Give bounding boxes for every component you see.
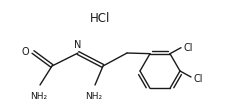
Text: Cl: Cl [184, 42, 194, 52]
Text: NH₂: NH₂ [30, 91, 47, 100]
Text: Cl: Cl [194, 73, 203, 83]
Text: NH₂: NH₂ [86, 91, 103, 100]
Text: N: N [74, 40, 82, 50]
Text: HCl: HCl [90, 12, 110, 25]
Text: O: O [21, 47, 29, 56]
